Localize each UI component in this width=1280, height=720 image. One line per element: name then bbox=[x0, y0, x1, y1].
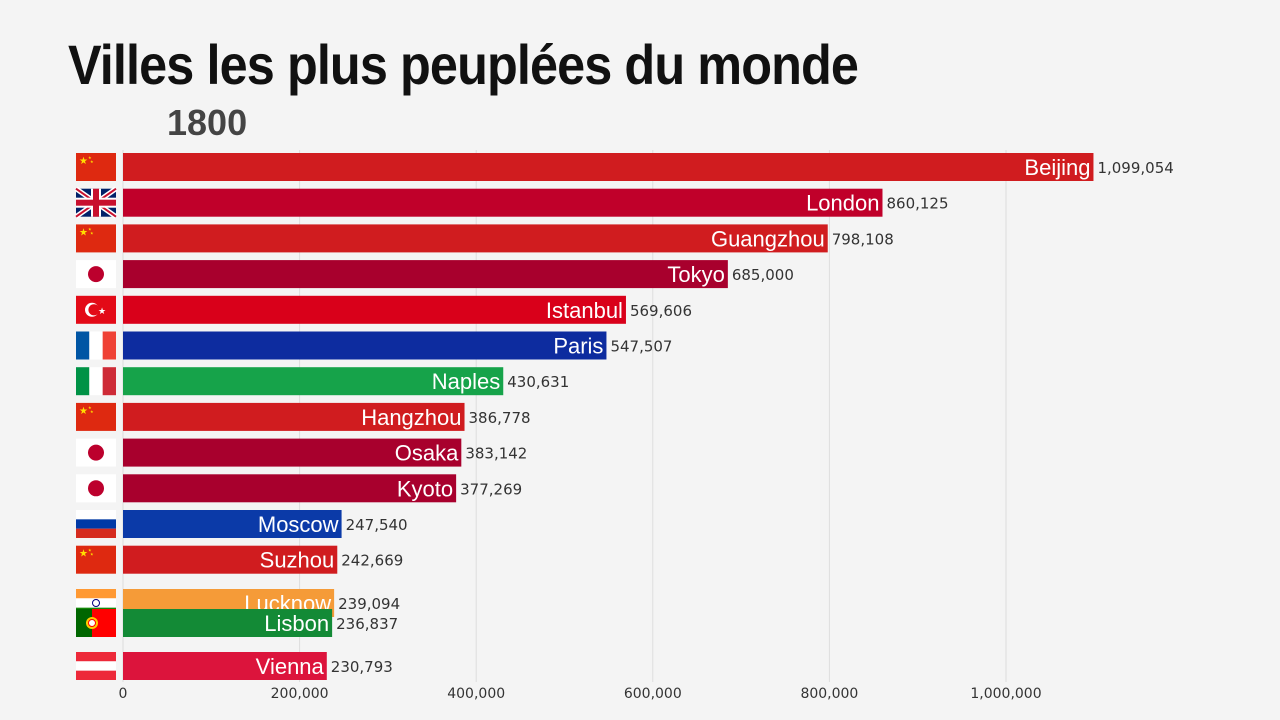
bar bbox=[123, 367, 504, 396]
bar-label: Hangzhou bbox=[361, 405, 461, 430]
bar bbox=[123, 260, 728, 289]
data-label: 236,837 bbox=[336, 615, 398, 633]
bar bbox=[123, 474, 457, 503]
bar bbox=[123, 188, 883, 217]
france-flag-icon bbox=[76, 331, 116, 360]
data-label: 860,125 bbox=[886, 195, 948, 213]
bar-row-lisbon: Lisbon 236,837 bbox=[76, 609, 398, 637]
bar-row-london: London 860,125 bbox=[74, 186, 949, 219]
bar-row-tokyo: Tokyo 685,000 bbox=[76, 260, 794, 289]
bar bbox=[123, 438, 462, 467]
x-tick-label: 800,000 bbox=[800, 686, 858, 702]
bar bbox=[123, 153, 1094, 181]
svg-text:★: ★ bbox=[90, 159, 94, 164]
italy-flag-icon bbox=[76, 367, 116, 396]
data-label: 685,000 bbox=[732, 266, 794, 284]
x-tick-label: 200,000 bbox=[271, 686, 329, 702]
bar-row-suzhou: ★ ★★ Suzhou 242,669 bbox=[76, 545, 403, 574]
bar-row-beijing: ★ ★★ Beijing 1,099,054 bbox=[76, 153, 1174, 181]
svg-text:★: ★ bbox=[90, 409, 94, 414]
bar-row-kyoto: Kyoto 377,269 bbox=[76, 474, 522, 503]
portugal-flag-icon bbox=[76, 609, 116, 637]
bar-label: Kyoto bbox=[397, 476, 453, 501]
bar-label: Beijing bbox=[1024, 155, 1090, 180]
x-tick-label: 0 bbox=[119, 686, 128, 702]
data-label: 230,793 bbox=[331, 658, 393, 676]
data-label: 239,094 bbox=[338, 595, 400, 613]
svg-text:★: ★ bbox=[79, 406, 88, 417]
bar bbox=[123, 224, 828, 253]
bar-label: Osaka bbox=[395, 441, 459, 466]
bar-label: Istanbul bbox=[546, 298, 623, 323]
austria-flag-icon bbox=[76, 652, 116, 680]
china-flag-icon: ★ ★★ bbox=[76, 545, 116, 574]
bar-label: Moscow bbox=[258, 512, 339, 537]
svg-text:★: ★ bbox=[88, 155, 92, 160]
bar-row-hangzhou: ★ ★★ Hangzhou 386,778 bbox=[76, 402, 531, 431]
bar bbox=[123, 609, 333, 637]
svg-text:★: ★ bbox=[88, 226, 92, 231]
bar-row-osaka: Osaka 383,142 bbox=[76, 438, 527, 467]
turkey-flag-icon: ★ bbox=[76, 295, 116, 324]
year-label: 1800 bbox=[167, 102, 248, 143]
data-label: 377,269 bbox=[460, 480, 522, 498]
bar-label: Lisbon bbox=[264, 611, 329, 636]
data-label: 798,108 bbox=[832, 230, 894, 248]
data-label: 547,507 bbox=[610, 338, 672, 356]
bar-row-vienna: Vienna 230,793 bbox=[76, 652, 393, 680]
russia-flag-icon bbox=[76, 510, 116, 538]
svg-text:★: ★ bbox=[90, 552, 94, 557]
x-tick-label: 600,000 bbox=[624, 686, 682, 702]
japan-flag-icon bbox=[76, 260, 116, 289]
svg-text:★: ★ bbox=[79, 227, 88, 238]
svg-text:★: ★ bbox=[79, 549, 88, 560]
bar-row-istanbul: ★ Istanbul 569,606 bbox=[76, 295, 692, 324]
bar-label: London bbox=[806, 191, 879, 216]
data-label: 242,669 bbox=[341, 552, 403, 570]
data-label: 383,142 bbox=[465, 445, 527, 463]
bar-row-moscow: Moscow 247,540 bbox=[76, 510, 408, 538]
china-flag-icon: ★ ★★ bbox=[76, 153, 116, 181]
x-tick-label: 400,000 bbox=[447, 686, 505, 702]
bar-row-naples: Naples 430,631 bbox=[76, 367, 569, 396]
bar-label: Suzhou bbox=[260, 548, 335, 573]
svg-text:★: ★ bbox=[90, 230, 94, 235]
bar bbox=[123, 331, 607, 360]
bar bbox=[123, 545, 338, 574]
bar-label: Tokyo bbox=[667, 262, 724, 287]
svg-text:★: ★ bbox=[98, 306, 106, 316]
china-flag-icon: ★ ★★ bbox=[76, 224, 116, 253]
svg-text:★: ★ bbox=[88, 548, 92, 553]
bar-row-guangzhou: ★ ★★ Guangzhou 798,108 bbox=[76, 224, 894, 253]
bar bbox=[123, 295, 626, 324]
bar-label: Guangzhou bbox=[711, 226, 825, 251]
bar-row-paris: Paris 547,507 bbox=[76, 331, 672, 360]
chart-title: Villes les plus peuplées du monde bbox=[68, 33, 859, 96]
bar bbox=[123, 652, 327, 680]
svg-text:★: ★ bbox=[88, 405, 92, 410]
bar bbox=[123, 402, 465, 431]
bar-label: Naples bbox=[432, 369, 500, 394]
data-label: 1,099,054 bbox=[1097, 159, 1173, 177]
svg-text:★: ★ bbox=[79, 156, 88, 167]
x-tick-label: 1,000,000 bbox=[970, 686, 1041, 702]
bar bbox=[123, 510, 342, 538]
data-label: 430,631 bbox=[507, 373, 569, 391]
japan-flag-icon bbox=[76, 438, 116, 467]
china-flag-icon: ★ ★★ bbox=[76, 402, 116, 431]
bar-label: Paris bbox=[553, 334, 603, 359]
bar-label: Vienna bbox=[256, 654, 325, 679]
data-label: 247,540 bbox=[346, 516, 408, 534]
data-label: 386,778 bbox=[469, 409, 531, 427]
uk-flag-icon bbox=[74, 186, 118, 219]
data-label: 569,606 bbox=[630, 302, 692, 320]
japan-flag-icon bbox=[76, 474, 116, 503]
